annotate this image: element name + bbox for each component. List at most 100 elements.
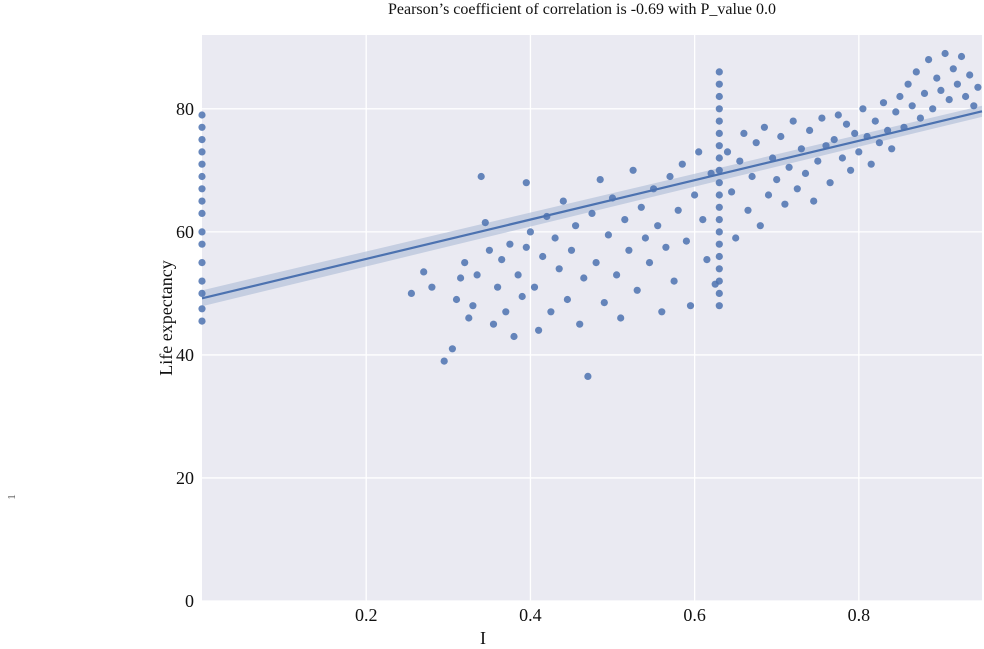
- scatter-point: [498, 256, 506, 264]
- scatter-point: [728, 188, 736, 196]
- scatter-point: [920, 89, 929, 97]
- scatter-point: [674, 206, 682, 214]
- scatter-point: [473, 271, 481, 279]
- scatter-point: [666, 172, 674, 181]
- scatter-point: [847, 166, 855, 174]
- scatter-point: [715, 92, 723, 101]
- x-tick-label: 0.6: [683, 605, 706, 625]
- scatter-point: [613, 271, 621, 279]
- scatter-point: [904, 80, 912, 88]
- scatter-point: [793, 185, 801, 193]
- scatter-point: [715, 179, 723, 187]
- scatter-point: [834, 111, 842, 119]
- scatter-point: [715, 277, 723, 285]
- scatter-point: [715, 302, 723, 310]
- scatter-point: [871, 117, 879, 125]
- x-tick-label: 0.4: [519, 605, 542, 625]
- y-axis-label: Life expectancy: [156, 260, 176, 375]
- scatter-point: [621, 216, 629, 224]
- scatter-point: [198, 277, 206, 285]
- scatter-point: [494, 283, 502, 291]
- scatter-point: [489, 320, 498, 328]
- scatter-point: [838, 154, 847, 162]
- scatter-point: [481, 219, 489, 227]
- scatter-point: [744, 206, 752, 214]
- scatter-point: [888, 145, 896, 153]
- scatter-point: [715, 154, 723, 162]
- scatter-point: [637, 203, 645, 211]
- scatter-point: [198, 259, 206, 267]
- scatter-point: [522, 179, 530, 187]
- scatter-point: [629, 166, 637, 174]
- scatter-point: [691, 191, 699, 199]
- scatter-point: [764, 191, 773, 199]
- scatter-point: [695, 148, 703, 156]
- scatter-point: [198, 136, 206, 144]
- scatter-point: [896, 92, 904, 101]
- scatter-point: [198, 317, 206, 325]
- scatter-point: [806, 126, 814, 134]
- scatter-point: [555, 265, 563, 273]
- scatter-point: [859, 105, 867, 113]
- scatter-point: [641, 234, 650, 242]
- scatter-point: [506, 240, 514, 248]
- scatter-point: [604, 231, 613, 239]
- scatter-point: [580, 274, 588, 282]
- scatter-point: [949, 65, 957, 73]
- scatter-point: [715, 142, 723, 150]
- scatter-point: [522, 243, 530, 251]
- scatter-point: [814, 157, 822, 165]
- scatter-point: [530, 283, 539, 291]
- scatter-point: [461, 259, 469, 267]
- scatter-point: [855, 148, 863, 156]
- scatter-point: [842, 120, 851, 128]
- scatter-point: [732, 234, 740, 242]
- scatter-point: [682, 237, 691, 245]
- scatter-point: [407, 289, 415, 297]
- scatter-point: [448, 345, 456, 353]
- x-tick-label: 0.2: [355, 605, 378, 625]
- scatter-point: [485, 246, 493, 254]
- scatter-point: [715, 203, 723, 211]
- scatter-point: [198, 209, 206, 217]
- regression-line: [201, 110, 983, 300]
- y-tick-label: 0: [185, 591, 194, 611]
- scatter-point: [818, 114, 826, 122]
- scatter-point: [198, 240, 206, 248]
- scatter-point: [198, 185, 206, 193]
- scatter-point: [957, 52, 966, 61]
- confidence-band: [202, 105, 982, 307]
- scatter-point: [584, 372, 592, 380]
- scatter-point: [457, 274, 465, 282]
- scatter-point: [760, 123, 769, 131]
- scatter-point: [826, 179, 834, 187]
- scatter-point: [851, 129, 859, 137]
- scatter-point: [929, 105, 937, 113]
- scatter-point: [625, 246, 633, 254]
- scatter-point: [933, 74, 941, 82]
- scatter-point: [703, 256, 711, 264]
- scatter-point: [777, 132, 785, 141]
- scatter-point: [502, 308, 510, 316]
- scatter-point: [715, 252, 723, 261]
- scatter-point: [715, 228, 723, 236]
- scatter-point: [912, 68, 920, 76]
- scatter-point: [953, 80, 962, 88]
- scatter-point: [970, 102, 978, 110]
- scatter-point: [539, 252, 547, 261]
- scatter-point: [736, 157, 744, 165]
- scatter-point: [801, 169, 810, 177]
- scatter-point: [198, 289, 206, 297]
- scatter-point: [830, 136, 838, 144]
- scatter-point: [715, 80, 723, 88]
- scatter-point: [879, 99, 888, 107]
- plot-area: [198, 35, 983, 602]
- scatter-point: [962, 92, 970, 101]
- scatter-point: [658, 308, 666, 316]
- scatter-point: [945, 96, 953, 104]
- scatter-point: [465, 314, 473, 322]
- scatter-point: [715, 265, 723, 273]
- scatter-point: [617, 314, 625, 322]
- scatter-point: [477, 172, 485, 181]
- x-axis-label: I: [480, 628, 486, 648]
